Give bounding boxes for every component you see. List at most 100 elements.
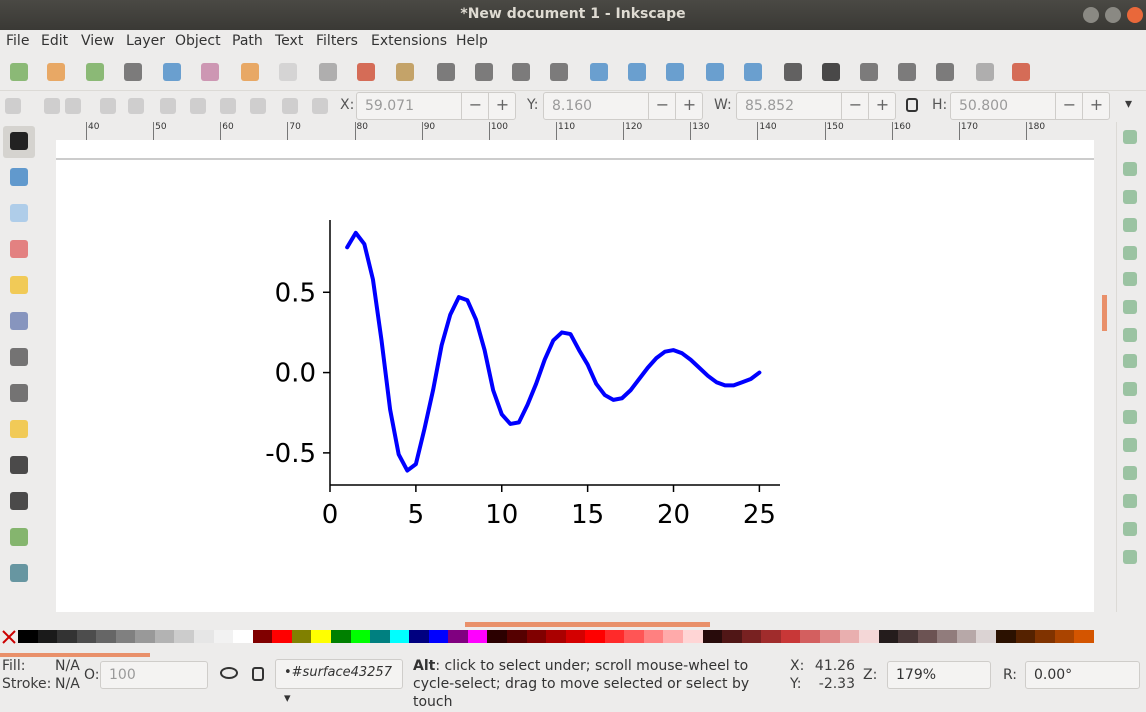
toolbar-button[interactable]: [124, 63, 142, 81]
opacity-field[interactable]: 100: [100, 661, 208, 689]
color-swatch[interactable]: [350, 630, 371, 643]
snap-toggle[interactable]: [1123, 494, 1137, 508]
toolbar-button[interactable]: [312, 98, 328, 114]
snap-toggle[interactable]: [1123, 190, 1137, 204]
snap-toggle[interactable]: [1123, 162, 1137, 176]
decrement-button[interactable]: −: [461, 92, 489, 120]
menu-item[interactable]: Filters: [316, 33, 358, 49]
snap-toggle[interactable]: [1123, 246, 1137, 260]
color-swatch[interactable]: [800, 630, 820, 643]
color-swatch[interactable]: [565, 630, 586, 643]
tool-button[interactable]: [10, 168, 28, 186]
color-swatch[interactable]: [722, 630, 742, 643]
toolbar-button[interactable]: [65, 98, 81, 114]
visibility-toggle[interactable]: [220, 667, 238, 679]
color-swatch[interactable]: [1015, 630, 1036, 643]
toolbar-button[interactable]: [666, 63, 684, 81]
tool-button[interactable]: [10, 420, 28, 438]
toolbar-button[interactable]: [550, 63, 568, 81]
horizontal-scrollbar[interactable]: [465, 622, 710, 627]
toolbar-button[interactable]: [898, 63, 916, 81]
minimize-button[interactable]: [1083, 7, 1099, 23]
number-field[interactable]: 50.800 − +: [950, 92, 1110, 120]
toolbar-button[interactable]: [475, 63, 493, 81]
snap-toggle[interactable]: [1123, 382, 1137, 396]
toolbar-button[interactable]: [282, 98, 298, 114]
color-swatch[interactable]: [311, 630, 331, 643]
color-swatch[interactable]: [174, 630, 195, 643]
tool-button[interactable]: [10, 240, 28, 258]
tool-button[interactable]: [10, 132, 28, 150]
increment-button[interactable]: +: [868, 92, 896, 120]
color-swatch[interactable]: [702, 630, 723, 643]
color-swatch[interactable]: [780, 630, 801, 643]
color-swatch[interactable]: [976, 630, 997, 643]
color-swatch[interactable]: [839, 630, 860, 643]
toolbar-button[interactable]: [936, 63, 954, 81]
color-swatch[interactable]: [819, 630, 840, 643]
layer-lock-toggle[interactable]: [252, 667, 264, 681]
color-swatch[interactable]: [37, 630, 58, 643]
number-field[interactable]: 59.071 − +: [356, 92, 516, 120]
tool-button[interactable]: [10, 348, 28, 366]
toolbar-button[interactable]: [396, 63, 414, 81]
decrement-button[interactable]: −: [648, 92, 676, 120]
color-swatch[interactable]: [585, 630, 605, 643]
canvas[interactable]: -0.5 0.0 0.5 0 5 10 15 20 25: [56, 140, 1094, 612]
color-swatch[interactable]: [96, 630, 116, 643]
color-swatch[interactable]: [76, 630, 97, 643]
menu-item[interactable]: View: [81, 33, 115, 49]
toolbar-button[interactable]: [160, 98, 176, 114]
color-swatch[interactable]: [135, 630, 155, 643]
menu-item[interactable]: Edit: [41, 33, 69, 49]
toolbar-button[interactable]: [5, 98, 21, 114]
lock-icon[interactable]: [906, 98, 918, 112]
toolbar-button[interactable]: [10, 63, 28, 81]
color-swatch[interactable]: [956, 630, 977, 643]
color-swatch[interactable]: [194, 630, 214, 643]
toolbar-button[interactable]: [190, 98, 206, 114]
color-swatch[interactable]: [546, 630, 566, 643]
snap-toggle[interactable]: [1123, 522, 1137, 536]
color-swatch[interactable]: [272, 630, 292, 643]
toolbar-button[interactable]: [100, 98, 116, 114]
zoom-field[interactable]: 179%: [887, 661, 991, 689]
toolbar-button[interactable]: [512, 63, 530, 81]
layer-dropdown[interactable]: •#surface43257 ▾: [275, 659, 403, 706]
color-swatch[interactable]: [643, 630, 664, 643]
number-field[interactable]: 8.160 − +: [543, 92, 703, 120]
menu-item[interactable]: Help: [456, 33, 488, 49]
increment-button[interactable]: +: [675, 92, 703, 120]
snap-toggle[interactable]: [1123, 354, 1137, 368]
toolbar-button[interactable]: [590, 63, 608, 81]
toolbar-button[interactable]: [47, 63, 65, 81]
toolbar-button[interactable]: [250, 98, 266, 114]
color-swatch[interactable]: [1035, 630, 1055, 643]
color-swatch[interactable]: [57, 630, 77, 643]
snap-toggle[interactable]: [1123, 328, 1137, 342]
toolbar-button[interactable]: [44, 98, 60, 114]
increment-button[interactable]: +: [1082, 92, 1110, 120]
color-swatch[interactable]: [996, 630, 1016, 643]
color-swatch[interactable]: [213, 630, 234, 643]
decrement-button[interactable]: −: [1055, 92, 1083, 120]
toolbar-button[interactable]: [163, 63, 181, 81]
color-swatch[interactable]: [428, 630, 449, 643]
snap-toggle[interactable]: [1123, 218, 1137, 232]
color-swatch[interactable]: [154, 630, 175, 643]
color-swatch[interactable]: [937, 630, 957, 643]
color-swatch[interactable]: [291, 630, 312, 643]
menu-item[interactable]: Extensions: [371, 33, 448, 49]
toolbar-button[interactable]: [201, 63, 219, 81]
color-swatch[interactable]: [448, 630, 468, 643]
toolbar-button[interactable]: [822, 63, 840, 81]
color-swatch[interactable]: [604, 630, 625, 643]
color-swatch[interactable]: [252, 630, 273, 643]
color-swatch[interactable]: [18, 630, 38, 643]
tool-button[interactable]: [10, 564, 28, 582]
color-swatch[interactable]: [1054, 630, 1075, 643]
color-swatch[interactable]: [409, 630, 429, 643]
color-swatch[interactable]: [233, 630, 253, 643]
color-swatch[interactable]: [370, 630, 390, 643]
toolbar-button[interactable]: [784, 63, 802, 81]
